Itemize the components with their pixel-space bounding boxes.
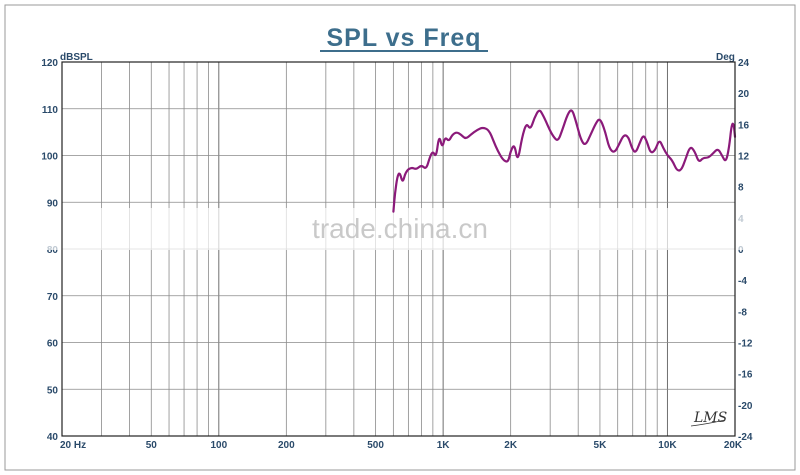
y-right-tick-label: -8 [738,307,747,318]
y-left-tick-label: 50 [47,385,59,396]
x-tick-label: 1K [437,440,451,451]
y-right-tick-label: 16 [738,120,750,131]
y-left-tick-label: 120 [41,58,58,69]
x-tick-label: 20K [724,440,743,451]
chart-title: SPL vs Freq [326,24,481,52]
y-right-tick-label: -24 [738,432,753,443]
tick-labels: 12011010090807060504024201612840-4-8-12-… [41,58,753,451]
y-right-tick-label: -12 [738,339,753,350]
plot-area-border [61,61,736,437]
lms-logo-underline [690,419,726,427]
series-layer [392,109,737,213]
y-left-tick-label: 70 [47,292,59,303]
watermark-text: trade.china.cn [312,213,488,244]
y-right-tick-label: 0 [738,245,744,256]
x-tick-label: 200 [278,440,295,451]
x-tick-label: 100 [210,440,227,451]
y-left-tick-label: 40 [47,432,59,443]
x-tick-label: 5K [594,440,608,451]
y-left-unit-label: dBSPL [60,52,93,63]
x-tick-label: 2K [504,440,518,451]
y-right-unit-label: Deg [716,52,735,63]
y-left-tick-label: 90 [47,198,59,209]
lms-logo: LMS [693,410,727,426]
y-right-tick-label: -4 [738,276,747,287]
y-left-tick-label: 100 [41,152,58,163]
y-right-tick-label: 24 [738,58,750,69]
watermark-band [6,208,794,250]
y-right-tick-label: 8 [738,183,744,194]
y-left-tick-label: 80 [47,245,59,256]
y-right-tick-label: -20 [738,401,753,412]
y-left-tick-label: 110 [42,105,59,116]
y-right-tick-label: -16 [738,370,753,381]
y-right-tick-label: 20 [738,89,750,100]
x-tick-label: 20 Hz [60,440,86,451]
spl-series-line [392,109,737,213]
y-right-tick-label: 12 [738,152,750,163]
x-tick-label: 10K [658,440,677,451]
x-tick-label: 500 [367,440,384,451]
y-left-tick-label: 60 [47,339,59,350]
x-tick-label: 50 [146,440,158,451]
